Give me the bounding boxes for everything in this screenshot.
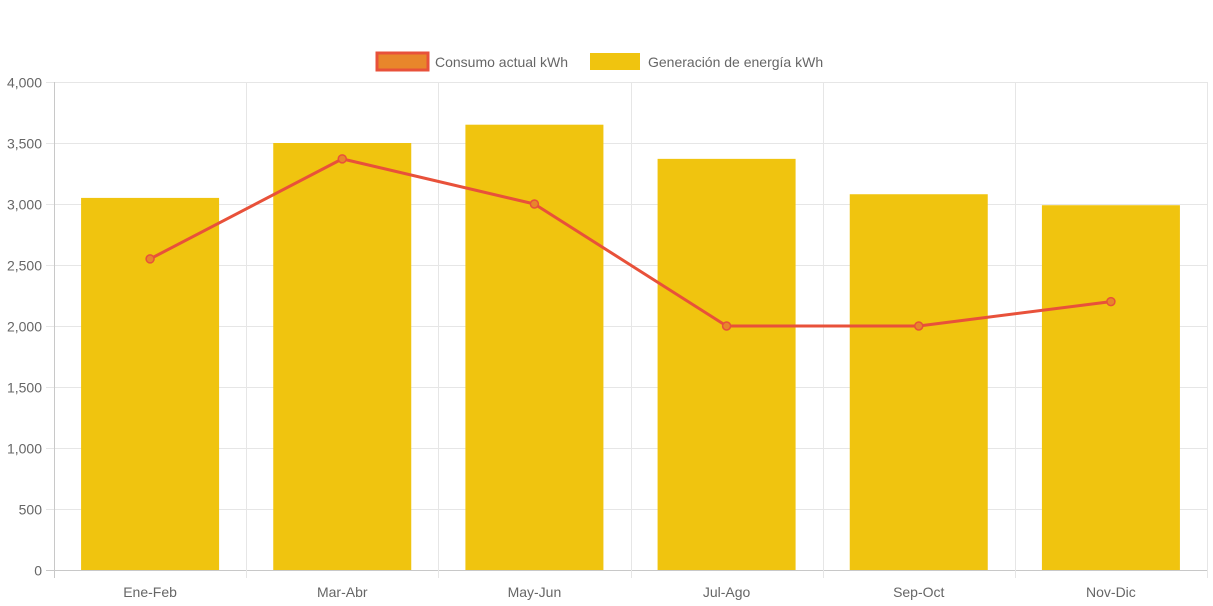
y-tick-label: 1,000: [7, 441, 42, 457]
line-layer: [145, 154, 1116, 331]
legend: Consumo actual kWh Generación de energía…: [375, 51, 823, 72]
bar-layer: [81, 124, 1180, 571]
bar-generacion[interactable]: [81, 197, 220, 570]
x-tick-label: May-Jun: [508, 584, 562, 600]
point-consumo[interactable]: [914, 321, 924, 331]
legend-label-consumo[interactable]: Consumo actual kWh: [435, 54, 568, 70]
point-consumo[interactable]: [337, 154, 347, 164]
x-tick-label: Nov-Dic: [1086, 584, 1136, 600]
point-consumo[interactable]: [529, 199, 540, 209]
grid-layer: [46, 82, 1208, 578]
bar-generacion[interactable]: [657, 158, 796, 571]
legend-label-generacion[interactable]: Generación de energía kWh: [648, 54, 823, 70]
bar-generacion[interactable]: [273, 143, 412, 570]
axis-layer: 0 500 1,000 1,500 2,000 2,500 3,000 3,500 4,000 E…: [7, 75, 1136, 601]
x-tick-label: Sep-Oct: [893, 584, 944, 600]
bar-generacion[interactable]: [1041, 205, 1180, 570]
y-tick-label: 0: [34, 563, 42, 579]
y-tick-label: 3,000: [7, 197, 42, 213]
y-tick-label: 1,500: [7, 380, 42, 396]
y-tick-label: 4,000: [7, 75, 42, 91]
x-tick-label: Mar-Abr: [317, 584, 368, 600]
y-tick-label: 2,000: [7, 319, 42, 335]
point-consumo[interactable]: [145, 254, 155, 264]
bar-generacion[interactable]: [465, 124, 604, 570]
point-consumo[interactable]: [721, 321, 732, 331]
legend-swatch-generacion[interactable]: [590, 53, 640, 70]
legend-swatch-consumo[interactable]: [375, 51, 430, 72]
y-tick-label: 500: [19, 502, 43, 518]
x-tick-label: Jul-Ago: [703, 584, 751, 600]
y-tick-label: 3,500: [7, 136, 42, 152]
x-tick-label: Ene-Feb: [123, 584, 177, 600]
y-tick-label: 2,500: [7, 258, 42, 274]
bar-generacion[interactable]: [849, 194, 988, 571]
point-consumo[interactable]: [1106, 296, 1116, 307]
line-consumo: [149, 157, 1112, 328]
